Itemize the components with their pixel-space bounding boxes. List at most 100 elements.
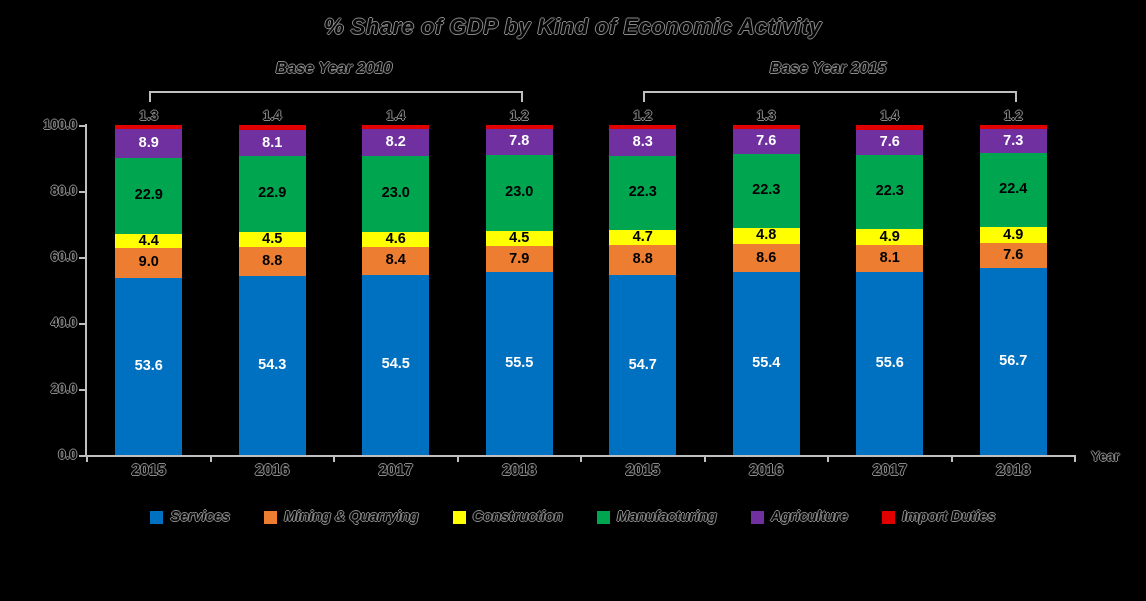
bar-segment-agriculture xyxy=(856,129,924,156)
bar-value-label: 1.4 xyxy=(386,107,406,123)
bar-value-label: 22.4 xyxy=(999,180,1028,197)
bar-value-label: 4.7 xyxy=(632,228,653,245)
bar-value-label: 4.9 xyxy=(879,228,900,245)
y-tick-label: 100.0 xyxy=(43,117,77,132)
bar-segment-import-duties xyxy=(856,125,924,130)
bar-value-label: 4.9 xyxy=(1003,226,1024,243)
bar-value-label: 7.9 xyxy=(509,250,530,267)
bar-segment-services xyxy=(732,272,800,455)
y-tick-label: 40.0 xyxy=(50,315,77,330)
bar-segment-agriculture xyxy=(732,129,800,155)
bar-value-label: 22.3 xyxy=(752,182,781,199)
x-category-label: 2018 xyxy=(502,462,537,479)
bar-value-label: 56.7 xyxy=(999,352,1028,369)
bar-segment-manufacturing xyxy=(609,156,677,230)
x-category-label: 2016 xyxy=(749,462,784,479)
bar-value-label: 54.5 xyxy=(381,356,410,373)
bar-segment-services xyxy=(609,274,677,455)
legend-item: Manufacturing xyxy=(596,509,717,525)
bar-segment-manufacturing xyxy=(362,156,430,233)
bar-segment-construction xyxy=(979,226,1047,243)
bar-value-label: 54.7 xyxy=(628,356,657,373)
y-tick xyxy=(79,125,85,127)
x-tick xyxy=(703,455,706,462)
bar-segment-import-duties xyxy=(238,125,306,130)
bar-value-label: 22.9 xyxy=(134,187,163,204)
bar-value-label: 8.1 xyxy=(262,134,283,151)
bar-segment-import-duties xyxy=(485,125,553,130)
y-tick-label: 80.0 xyxy=(50,183,77,198)
bar-value-label: 8.9 xyxy=(138,134,159,151)
bar-segment-construction xyxy=(856,228,924,245)
y-tick xyxy=(79,389,85,391)
bar-value-label: 23.0 xyxy=(381,185,410,202)
x-tick xyxy=(456,455,459,462)
x-axis-title: Year xyxy=(1091,449,1120,464)
bar-segment-manufacturing xyxy=(238,156,306,232)
legend-item: Import Duties xyxy=(882,509,996,525)
bar-segment-mining-quarrying xyxy=(856,244,924,272)
bar-value-label: 7.6 xyxy=(756,133,777,150)
bar-segment-mining-quarrying xyxy=(115,248,183,279)
bar-value-label: 23.0 xyxy=(505,184,534,201)
x-tick xyxy=(580,455,582,462)
bar-segment-construction xyxy=(732,227,800,244)
bar-value-label: 4.5 xyxy=(509,229,530,246)
bar-segment-manufacturing xyxy=(732,154,800,228)
bar-segment-services xyxy=(979,267,1047,455)
x-tick xyxy=(827,455,829,462)
legend-swatch xyxy=(150,510,164,524)
bar-segment-services xyxy=(362,275,430,455)
bar-value-label: 8.8 xyxy=(262,252,283,269)
bar-value-label: 55.6 xyxy=(875,354,904,371)
legend-swatch xyxy=(750,510,764,524)
group-label: Base Year 2015 xyxy=(769,60,887,77)
legend: Services Mining & Quarrying Construction Ma… xyxy=(0,509,1146,525)
bar-segment-services xyxy=(115,278,183,455)
bar-segment-mining-quarrying xyxy=(362,247,430,276)
x-category-label: 2015 xyxy=(131,462,166,479)
legend-item: Services xyxy=(150,509,230,525)
bar-value-label: 4.6 xyxy=(385,231,406,248)
bar-segment-services xyxy=(485,271,553,455)
bar-segment-construction xyxy=(609,229,677,246)
legend-swatch xyxy=(882,510,896,524)
y-tick xyxy=(79,455,85,457)
bar-segment-construction xyxy=(362,232,430,248)
bar-segment-import-duties xyxy=(732,125,800,130)
bar-segment-import-duties xyxy=(609,125,677,129)
bar-value-label: 7.6 xyxy=(879,133,900,150)
bar-segment-agriculture xyxy=(609,128,677,157)
bar-segment-mining-quarrying xyxy=(485,245,553,272)
bar-segment-services xyxy=(238,275,306,455)
x-category-label: 2016 xyxy=(255,462,290,479)
bar-value-label: 8.3 xyxy=(632,133,653,150)
bar-value-label: 4.8 xyxy=(756,226,777,243)
x-category-label: 2018 xyxy=(996,462,1031,479)
legend-swatch xyxy=(264,510,278,524)
bar-value-label: 8.6 xyxy=(756,249,777,266)
x-tick xyxy=(950,455,953,462)
legend-label: Agriculture xyxy=(770,509,849,525)
bar-value-label: 9.0 xyxy=(138,254,159,271)
bar-segment-agriculture xyxy=(485,129,553,156)
bar-value-label: 4.5 xyxy=(262,230,283,247)
bar-value-label: 4.4 xyxy=(138,232,159,249)
legend-label: Construction xyxy=(472,509,563,525)
bar-value-label: 55.4 xyxy=(752,355,781,372)
bar-value-label: 1.2 xyxy=(1003,107,1023,123)
bar-value-label: 1.3 xyxy=(139,107,159,123)
y-tick-label: 0.0 xyxy=(58,447,77,462)
bar-segment-mining-quarrying xyxy=(979,242,1047,268)
legend-label: Mining & Quarrying xyxy=(284,509,419,525)
bar-value-label: 1.2 xyxy=(509,108,529,124)
x-category-label: 2015 xyxy=(625,462,660,479)
legend-item: Construction xyxy=(452,509,563,525)
legend-item: Mining & Quarrying xyxy=(264,509,419,525)
x-category-label: 2017 xyxy=(872,462,907,479)
bar-value-label: 8.8 xyxy=(632,251,653,268)
bar-value-label: 1.2 xyxy=(633,108,653,123)
bar-segment-construction xyxy=(115,233,183,249)
bar-value-label: 22.9 xyxy=(258,185,287,202)
